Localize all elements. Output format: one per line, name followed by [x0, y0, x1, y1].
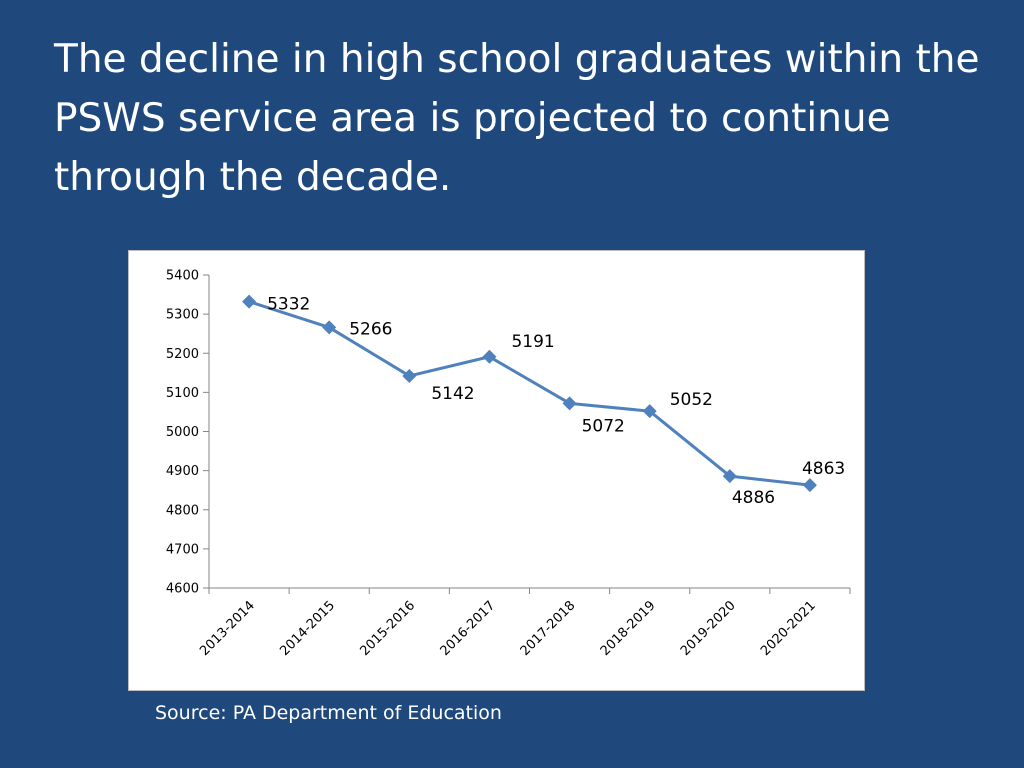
x-tick-label: 2016-2017: [438, 598, 499, 659]
data-point-marker: [322, 320, 337, 335]
data-label: 4863: [802, 459, 845, 479]
y-tick-label: 4900: [166, 464, 199, 479]
x-tick-label: 2020-2021: [758, 598, 819, 659]
x-tick-label: 2015-2016: [357, 598, 418, 659]
data-point-marker: [242, 294, 257, 309]
y-tick-label: 5200: [166, 347, 199, 362]
data-label: 5142: [431, 384, 474, 404]
slide-title: The decline in high school graduates wit…: [54, 37, 980, 200]
data-label: 5191: [511, 332, 554, 352]
y-tick-label: 5000: [166, 425, 199, 440]
chart-frame: 4600 4700 4800 4900 5000 5100 5200 5300 5400 2013…: [128, 250, 865, 691]
data-point-marker: [642, 404, 657, 419]
source-note: Source: PA Department of Education: [155, 702, 502, 724]
x-tick-label: 2019-2020: [678, 598, 739, 659]
data-label: 4886: [732, 488, 775, 508]
data-point-marker: [802, 478, 817, 493]
line-chart: 4600 4700 4800 4900 5000 5100 5200 5300 5400 2013…: [166, 269, 851, 659]
data-label: 5052: [670, 390, 713, 410]
y-tick-label: 4700: [166, 542, 199, 557]
y-tick-label: 5400: [166, 269, 199, 284]
data-label: 5332: [267, 295, 310, 315]
x-tick-label: 2017-2018: [518, 598, 579, 659]
data-point-marker: [402, 368, 417, 383]
y-tick-label: 5300: [166, 308, 199, 323]
data-point-marker: [722, 469, 737, 484]
data-label: 5266: [349, 319, 392, 339]
y-tick-label: 4800: [166, 503, 199, 518]
y-tick-label: 4600: [166, 582, 199, 597]
data-point-marker: [482, 349, 497, 364]
series-line: [248, 300, 811, 487]
y-tick-label: 5100: [166, 386, 199, 401]
x-tick-label: 2014-2015: [277, 598, 338, 659]
x-tick-label: 2018-2019: [598, 598, 659, 659]
data-label: 5072: [582, 416, 625, 436]
x-tick-label: 2013-2014: [197, 598, 258, 659]
data-point-marker: [562, 396, 577, 411]
